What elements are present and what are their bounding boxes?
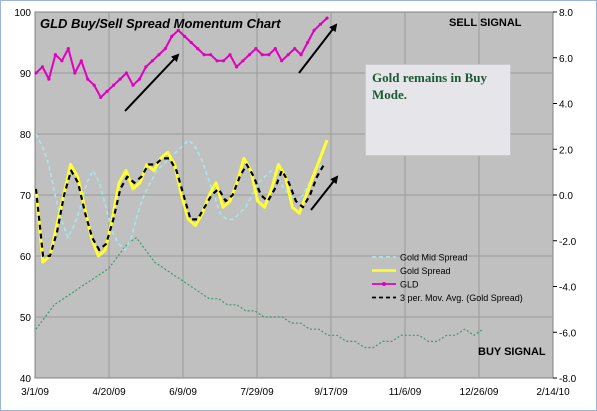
gld-point: [228, 53, 232, 57]
gld-point: [202, 53, 206, 57]
gld-point: [176, 28, 180, 32]
legend: Gold Mid Spread Gold Spread GLD 3 per. Mov.…: [372, 253, 523, 303]
gld-point: [234, 65, 239, 69]
gld-point: [157, 53, 161, 57]
x-tick-label: 9/17/09: [314, 387, 348, 398]
trend-arrow-2: [298, 23, 338, 74]
sell-signal-label: SELL SIGNAL: [449, 17, 522, 29]
y-right-tick-label: 0.0: [559, 191, 573, 202]
gld-point: [183, 34, 187, 39]
x-tick-label: 4/20/09: [92, 387, 126, 398]
y-right-tick-label: 8.0: [559, 8, 573, 19]
gld-point: [293, 47, 297, 51]
gld-point: [40, 65, 45, 69]
trend-arrow-1: [124, 53, 180, 112]
y-right-tick-label: -8.0: [559, 374, 577, 385]
gld-point: [196, 47, 200, 51]
y-left-tick-label: 100: [14, 8, 31, 19]
legend-label: Gold Mid Spread: [400, 253, 468, 263]
gld-point: [273, 47, 277, 51]
gld-point: [118, 77, 122, 81]
gld-point: [92, 83, 96, 87]
gld-point: [306, 40, 310, 45]
gld-point: [150, 59, 154, 63]
gld-point: [241, 59, 245, 63]
buy-signal-label: BUY SIGNAL: [478, 346, 546, 358]
gld-point: [86, 77, 90, 81]
gld-point: [260, 53, 264, 57]
gld-point: [131, 83, 135, 87]
series-moving-average-line: [34, 157, 325, 258]
gld-point: [325, 16, 329, 20]
gld-point: [112, 83, 116, 87]
gld-point: [247, 53, 251, 57]
axes: 40 50 60 70 80 90 100 -8.0 -6.0 -4.0 -2.0 0.0 2.0 4.0…: [14, 8, 576, 398]
y-right-tick-label: -2.0: [559, 237, 577, 248]
legend-label: Gold Spread: [400, 266, 451, 276]
x-tick-label: 12/26/09: [460, 387, 499, 398]
gld-point: [34, 71, 38, 75]
y-left-tick-label: 60: [20, 252, 32, 263]
y-left-tick-label: 50: [20, 313, 32, 324]
gld-point: [221, 59, 226, 63]
gld-point: [163, 47, 167, 51]
gld-point: [47, 77, 51, 81]
y-left-tick-label: 90: [20, 69, 32, 80]
gld-point: [280, 59, 284, 63]
y-right-tick-label: 4.0: [559, 100, 573, 111]
y-right-tick-label: 2.0: [559, 145, 573, 156]
series-gld-line: [35, 17, 328, 99]
legend-label: 3 per. Mov. Avg. (Gold Spread): [400, 293, 523, 303]
gld-point: [254, 47, 258, 51]
x-tick-label: 6/9/09: [169, 387, 197, 398]
gld-point: [144, 65, 148, 69]
y-right-tick-label: -6.0: [559, 328, 577, 339]
series-gold-mid-spread-line: [35, 133, 323, 251]
gld-point: [318, 22, 323, 26]
y-right-tick-label: -4.0: [559, 283, 577, 294]
x-tick-label: 11/6/09: [389, 387, 422, 398]
gld-point: [312, 28, 316, 32]
gld-point: [105, 89, 109, 93]
y-right-tick-label: 6.0: [559, 54, 573, 65]
gld-point: [99, 95, 103, 99]
gld-point: [286, 53, 290, 57]
gld-point: [189, 40, 193, 45]
gld-point: [209, 53, 213, 57]
gld-point: [124, 71, 129, 75]
chart-title: GLD Buy/Sell Spread Momentum Chart: [40, 16, 281, 31]
x-tick-label: 2/14/10: [536, 387, 570, 398]
gld-point: [170, 34, 174, 39]
gld-point: [60, 59, 64, 63]
y-left-tick-label: 70: [20, 191, 32, 202]
legend-label: GLD: [400, 280, 419, 290]
trend-arrow-3: [310, 175, 339, 211]
gld-point: [53, 53, 58, 57]
series-lower-spread-line: [35, 237, 484, 349]
gold-buy-mode-note: Gold remains in Buy Mode.: [365, 64, 511, 156]
gld-point: [267, 53, 271, 57]
gld-point: [73, 71, 77, 75]
gld-point: [215, 59, 219, 63]
y-left-tick-label: 80: [20, 130, 32, 141]
series-layer: [34, 16, 484, 349]
x-tick-label: 3/1/09: [21, 387, 49, 398]
gld-point: [137, 77, 142, 81]
gld-point: [299, 53, 303, 57]
y-left-tick-label: 40: [20, 374, 32, 385]
x-tick-label: 7/29/09: [240, 387, 274, 398]
legend-marker: [382, 282, 386, 286]
gld-point: [79, 59, 83, 63]
gld-point: [66, 47, 70, 51]
